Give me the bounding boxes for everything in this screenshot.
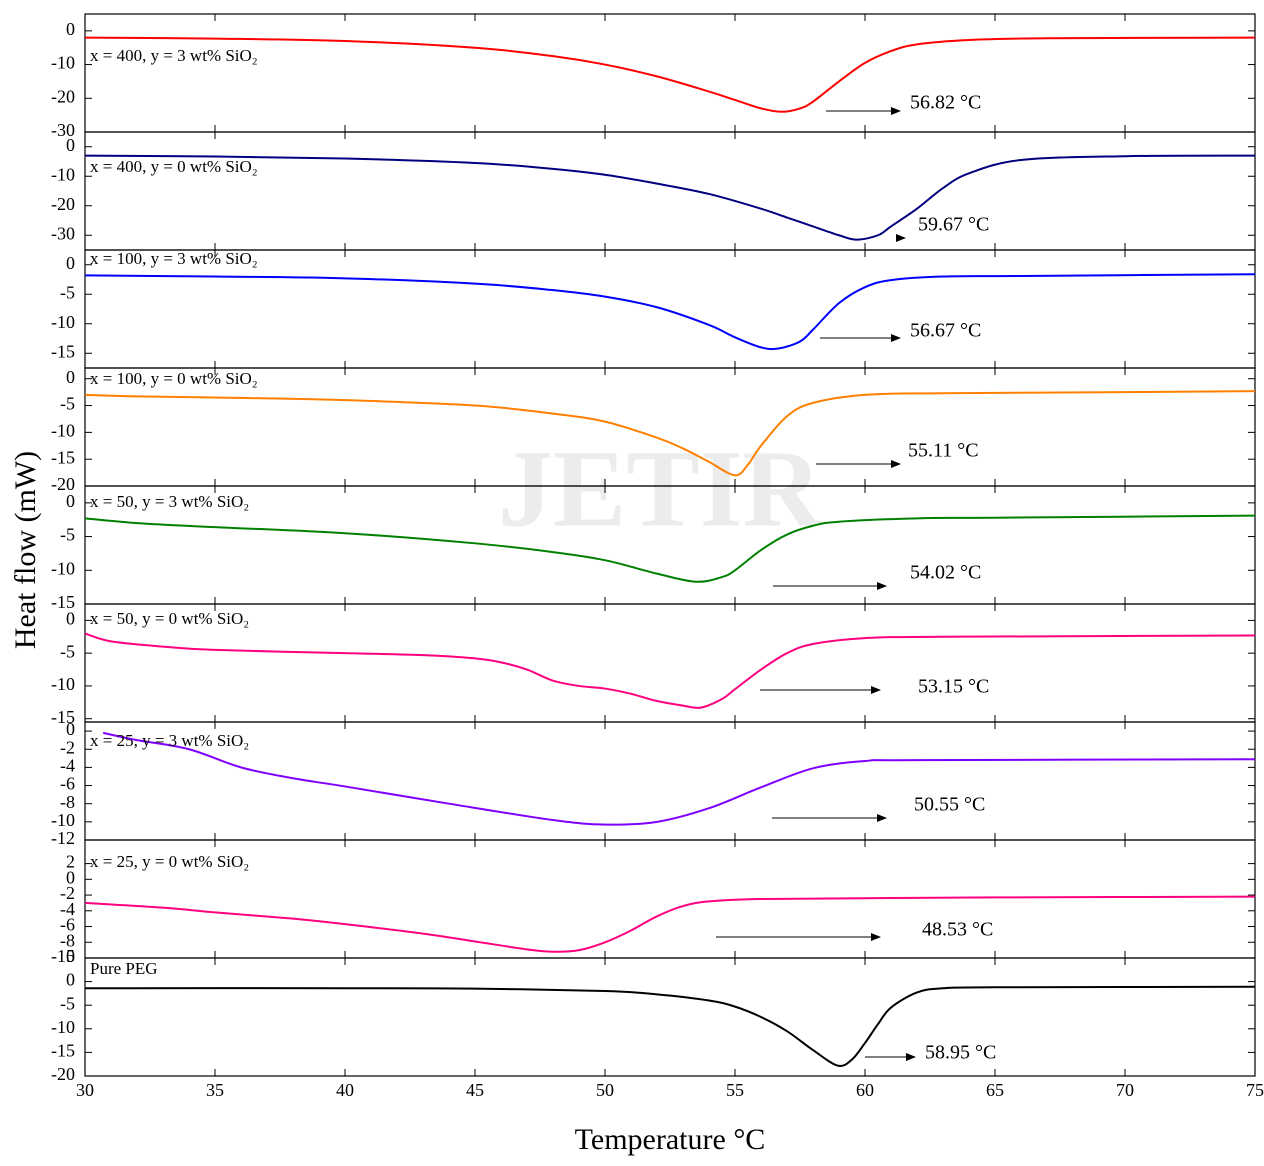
curve — [103, 733, 1255, 825]
x-tick-label: 70 — [1116, 1080, 1134, 1100]
panel-frame — [85, 132, 1255, 250]
x-axis-label: Temperature °C — [575, 1123, 766, 1156]
panel-frame — [85, 722, 1255, 840]
x-tick-label: 60 — [856, 1080, 874, 1100]
x-tick-label: 45 — [466, 1080, 484, 1100]
y-tick-label: 0 — [66, 253, 75, 273]
curve — [85, 987, 1255, 1066]
y-tick-label: -20 — [51, 86, 75, 106]
y-tick-label: -2 — [60, 737, 75, 757]
y-tick-label: -4 — [60, 756, 75, 776]
y-tick-label: 0 — [66, 609, 75, 629]
y-tick-label: -10 — [51, 1017, 75, 1037]
y-tick-label: -20 — [51, 1064, 75, 1084]
series-label: x = 400, y = 0 wt% SiO₂ — [90, 157, 258, 176]
series-label: x = 100, y = 0 wt% SiO₂ — [90, 369, 258, 388]
curve — [85, 897, 1255, 952]
y-axis-label: Heat flow (mW) — [9, 451, 42, 649]
y-tick-label: 0 — [66, 491, 75, 511]
x-tick-label: 30 — [76, 1080, 94, 1100]
y-tick-label: 0 — [66, 367, 75, 387]
peak-annotation: 56.67 °C — [910, 320, 981, 342]
y-tick-label: -10 — [51, 420, 75, 440]
x-tick-label: 55 — [726, 1080, 744, 1100]
series-label: x = 25, y = 3 wt% SiO₂ — [90, 731, 249, 750]
y-tick-label: -30 — [51, 223, 75, 243]
x-tick-label: 65 — [986, 1080, 1004, 1100]
y-tick-label: -20 — [51, 194, 75, 214]
y-tick-label: -10 — [51, 53, 75, 73]
curve — [85, 634, 1255, 708]
peak-annotation: 56.82 °C — [910, 92, 981, 114]
panel-frame — [85, 250, 1255, 368]
watermark: JETIR — [498, 427, 824, 549]
chart: JETIR Heat flow (mW) 0-10-20-30x = 400, … — [0, 0, 1264, 1166]
y-tick-label: -10 — [51, 164, 75, 184]
peak-annotation: 59.67 °C — [918, 214, 989, 236]
x-tick-label: 75 — [1246, 1080, 1264, 1100]
peak-annotation: 55.11 °C — [908, 440, 979, 462]
y-tick-label: -15 — [51, 447, 75, 467]
y-tick-label: -10 — [51, 674, 75, 694]
peak-annotation: 48.53 °C — [922, 919, 993, 941]
panel-frame — [85, 840, 1255, 958]
series-label: x = 400, y = 3 wt% SiO₂ — [90, 46, 258, 65]
x-tick-label: 50 — [596, 1080, 614, 1100]
peak-annotation: 54.02 °C — [910, 562, 981, 584]
y-tick-label: -15 — [51, 341, 75, 361]
series-label: x = 50, y = 0 wt% SiO₂ — [90, 609, 249, 628]
y-tick-label: -15 — [51, 1041, 75, 1061]
y-tick-label: -5 — [60, 993, 75, 1013]
series-label: x = 25, y = 0 wt% SiO₂ — [90, 852, 249, 871]
y-tick-label: 0 — [66, 135, 75, 155]
curve — [85, 274, 1255, 349]
y-tick-label: 0 — [66, 719, 75, 739]
y-tick-label: 0 — [66, 970, 75, 990]
y-tick-label: -5 — [60, 282, 75, 302]
y-tick-label: -5 — [60, 394, 75, 414]
y-tick-label: -10 — [51, 312, 75, 332]
series-label: x = 50, y = 3 wt% SiO₂ — [90, 492, 249, 511]
curve — [85, 156, 1255, 240]
series-label: Pure PEG — [90, 959, 158, 978]
x-tick-label: 35 — [206, 1080, 224, 1100]
y-tick-label: -12 — [51, 828, 75, 848]
y-tick-label: -5 — [60, 641, 75, 661]
peak-annotation: 50.55 °C — [914, 794, 985, 816]
y-tick-label: 0 — [66, 19, 75, 39]
y-tick-label: -6 — [60, 774, 75, 794]
y-tick-label: -5 — [60, 525, 75, 545]
panel-frame — [85, 958, 1255, 1076]
panel-frame — [85, 14, 1255, 132]
y-tick-label: -10 — [51, 810, 75, 830]
x-tick-label: 40 — [336, 1080, 354, 1100]
series-label: x = 100, y = 3 wt% SiO₂ — [90, 249, 258, 268]
peak-annotation: 53.15 °C — [918, 676, 989, 698]
curve — [85, 38, 1255, 112]
peak-annotation: 58.95 °C — [925, 1042, 996, 1064]
y-tick-label: -10 — [51, 558, 75, 578]
y-tick-label: 5 — [66, 946, 75, 966]
y-tick-label: -8 — [60, 792, 75, 812]
